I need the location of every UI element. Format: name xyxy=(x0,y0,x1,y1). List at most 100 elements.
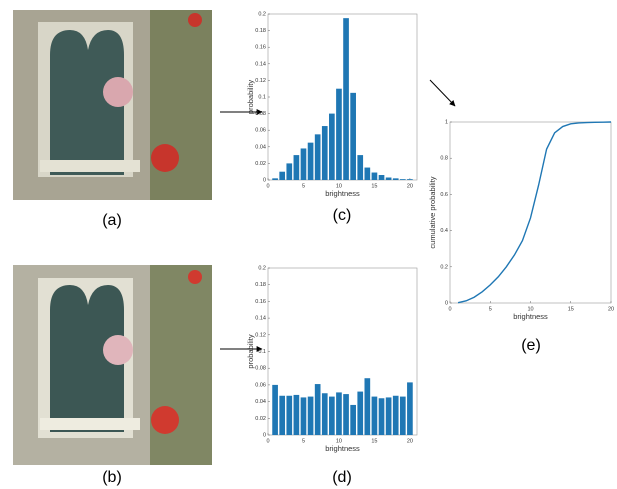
y-tick-label: 0 xyxy=(445,300,448,306)
bar xyxy=(286,163,293,180)
x-tick-label: 15 xyxy=(371,438,377,444)
y-tick-label: 0.14 xyxy=(255,61,266,67)
x-axis-label: brightness xyxy=(325,189,360,198)
photo-a xyxy=(13,10,212,200)
bar xyxy=(378,398,385,435)
arrow xyxy=(429,79,456,107)
bar xyxy=(293,394,300,435)
caption: (e) xyxy=(521,337,541,354)
bar xyxy=(385,177,392,180)
x-axis-label: brightness xyxy=(325,444,360,453)
y-tick-label: 0 xyxy=(263,177,266,183)
caption: (a) xyxy=(102,212,122,229)
bar xyxy=(407,179,413,180)
bar xyxy=(279,171,286,180)
bar xyxy=(286,395,293,435)
bar xyxy=(321,126,328,180)
y-tick-label: 1 xyxy=(445,119,448,125)
y-tick-label: 0.2 xyxy=(440,264,448,270)
y-tick-label: 0.16 xyxy=(255,299,266,305)
x-tick-label: 5 xyxy=(489,306,492,312)
bar xyxy=(321,393,328,435)
y-tick-label: 0.2 xyxy=(258,265,266,271)
bar xyxy=(336,88,342,180)
bar xyxy=(272,384,278,435)
y-tick-label: 0.06 xyxy=(255,382,266,388)
x-tick-label: 15 xyxy=(371,183,377,189)
bar xyxy=(399,179,406,180)
x-tick-label: 5 xyxy=(302,438,305,444)
y-axis-label: cumulative probability xyxy=(428,176,437,248)
bar xyxy=(350,404,356,435)
bar xyxy=(392,178,399,180)
bar xyxy=(357,155,364,180)
x-axis-label: brightness xyxy=(513,312,548,321)
x-tick-label: 10 xyxy=(527,306,533,312)
y-tick-label: 0.4 xyxy=(440,228,448,234)
x-tick-label: 20 xyxy=(407,183,413,189)
y-tick-label: 0.04 xyxy=(255,144,266,150)
plot-area xyxy=(449,121,612,304)
bar xyxy=(378,175,385,180)
bar xyxy=(329,396,335,435)
bar xyxy=(343,394,349,435)
y-axis-label: probability xyxy=(246,80,255,114)
y-tick-label: 0.04 xyxy=(255,399,266,405)
photo-b xyxy=(13,265,212,465)
bar xyxy=(357,391,364,435)
y-tick-label: 0.12 xyxy=(255,332,266,338)
caption: (c) xyxy=(333,207,352,224)
x-tick-label: 15 xyxy=(568,306,574,312)
y-tick-label: 0.16 xyxy=(255,45,266,51)
x-tick-label: 0 xyxy=(266,438,269,444)
y-tick-label: 0.18 xyxy=(255,28,266,34)
bar xyxy=(364,167,371,180)
bar xyxy=(399,396,406,435)
y-tick-label: 0.1 xyxy=(258,349,266,355)
bar xyxy=(371,396,378,435)
line xyxy=(457,121,612,304)
y-tick-label: 0.8 xyxy=(440,156,448,162)
plot-area xyxy=(267,267,418,436)
x-tick-label: 5 xyxy=(302,183,305,189)
caption: (b) xyxy=(102,469,122,486)
y-tick-label: 0.02 xyxy=(255,161,266,167)
y-tick-label: 0.12 xyxy=(255,78,266,84)
bar xyxy=(279,395,286,435)
bar xyxy=(371,172,378,180)
x-tick-label: 10 xyxy=(336,183,342,189)
x-tick-label: 20 xyxy=(608,306,614,312)
bar xyxy=(293,155,300,180)
bar xyxy=(307,396,314,435)
bar xyxy=(300,397,307,435)
x-tick-label: 0 xyxy=(266,183,269,189)
bar xyxy=(314,134,321,180)
y-tick-label: 0.1 xyxy=(258,94,266,100)
bar xyxy=(385,397,392,435)
bar xyxy=(350,92,356,180)
y-tick-label: 0.02 xyxy=(255,416,266,422)
caption: (d) xyxy=(332,469,352,486)
bar xyxy=(407,382,413,435)
plot-area xyxy=(267,13,418,181)
y-axis-label: probability xyxy=(246,334,255,368)
bar xyxy=(343,18,349,181)
y-tick-label: 0.14 xyxy=(255,316,266,322)
y-tick-label: 0.18 xyxy=(255,282,266,288)
bar xyxy=(307,142,314,180)
bar xyxy=(336,392,342,435)
y-tick-label: 0.08 xyxy=(255,111,266,117)
x-tick-label: 20 xyxy=(407,438,413,444)
y-tick-label: 0 xyxy=(263,432,266,438)
bar xyxy=(314,384,321,435)
x-tick-label: 10 xyxy=(336,438,342,444)
y-tick-label: 0.2 xyxy=(258,11,266,17)
bar xyxy=(329,113,335,180)
bar xyxy=(300,148,307,180)
y-tick-label: 0.06 xyxy=(255,128,266,134)
bar xyxy=(272,178,278,180)
y-tick-label: 0.6 xyxy=(440,192,448,198)
y-tick-label: 0.08 xyxy=(255,366,266,372)
bar xyxy=(392,395,399,435)
